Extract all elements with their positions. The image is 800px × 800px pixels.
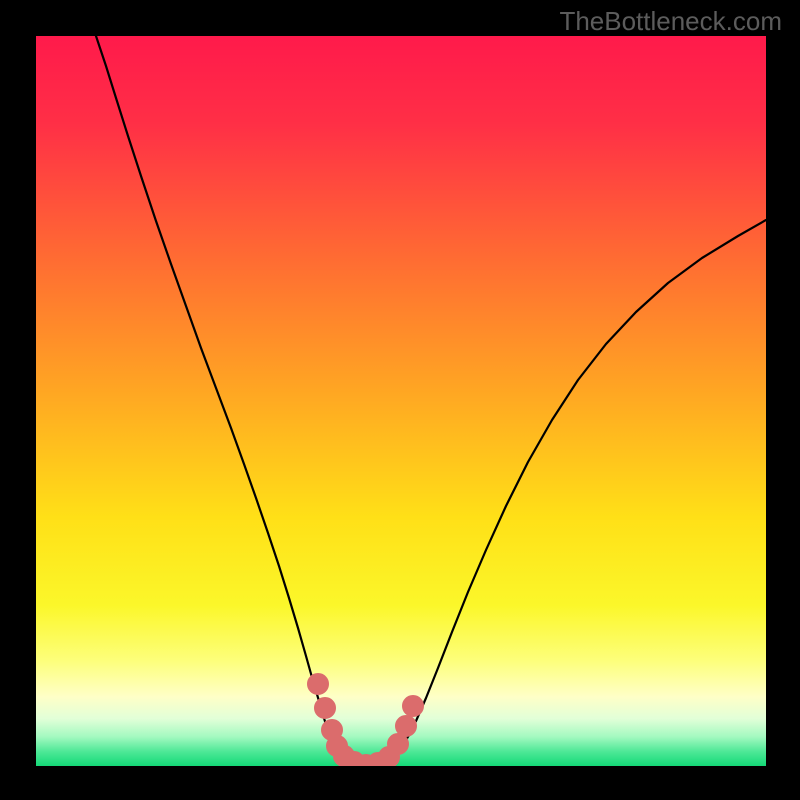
watermark-text: TheBottleneck.com [559,6,782,37]
marker-dot [315,698,336,719]
marker-dot [396,716,417,737]
plot-area [36,36,766,766]
chart-canvas: TheBottleneck.com [0,0,800,800]
bottleneck-curve [96,36,766,765]
chart-svg [36,36,766,766]
marker-dot [308,674,329,695]
marker-dot [403,696,424,717]
